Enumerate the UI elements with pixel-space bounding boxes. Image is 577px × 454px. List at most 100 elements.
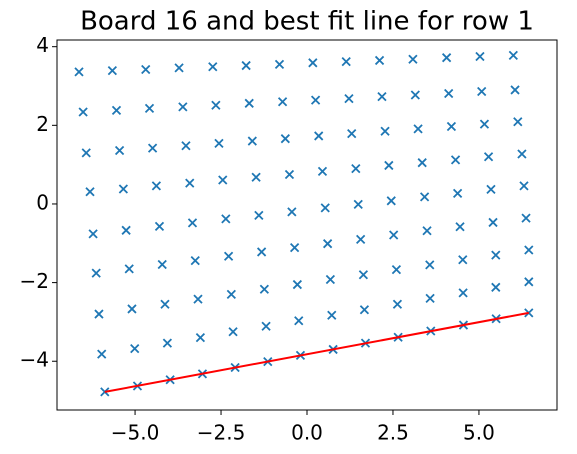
scatter-point — [107, 66, 118, 76]
scatter-point — [353, 199, 363, 209]
scatter-point — [211, 100, 221, 110]
scatter-point — [425, 260, 435, 270]
scatter-point — [417, 158, 427, 168]
scatter-point — [261, 321, 271, 331]
scatter-point — [351, 163, 361, 174]
scatter-point — [374, 55, 385, 66]
y-tick-label: −2 — [20, 269, 49, 293]
x-tick-label: 0.0 — [291, 421, 323, 445]
scatter-point — [356, 234, 366, 244]
scatter-point — [228, 327, 238, 337]
x-tick-label: −5.0 — [111, 421, 160, 445]
scatter-point — [259, 284, 269, 294]
scatter-point — [121, 225, 131, 235]
x-tick-label: 5.0 — [463, 421, 495, 445]
scatter-point — [491, 282, 501, 292]
scatter-point — [310, 95, 321, 105]
scatter-point — [241, 60, 251, 71]
scatter-point — [384, 160, 394, 171]
scatter-point — [218, 175, 228, 185]
scatter-point — [488, 217, 498, 228]
scatter-point — [344, 93, 354, 104]
scatter-point — [475, 51, 485, 62]
scatter-point — [251, 172, 261, 182]
scatter-point — [359, 305, 370, 315]
scatter-point — [347, 128, 357, 139]
scatter-point — [508, 50, 518, 60]
fit-line — [104, 311, 529, 393]
scatter-point — [187, 218, 198, 228]
x-tick-label: −2.5 — [197, 421, 246, 445]
y-tick-label: 4 — [36, 33, 49, 57]
scatter-point — [181, 141, 191, 151]
scatter-point — [524, 308, 534, 318]
scatter-point — [223, 251, 234, 261]
scatter-point — [517, 149, 527, 159]
scatter-point — [294, 316, 304, 326]
scatter-point — [392, 299, 403, 309]
scatter-point — [358, 270, 369, 280]
scatter-point — [256, 247, 267, 257]
scatter-point — [114, 145, 125, 156]
scatter-point — [491, 250, 501, 260]
scatter-point — [127, 304, 137, 314]
scatter-point — [124, 264, 134, 274]
scatter-point — [320, 203, 330, 213]
scatter-point — [292, 279, 303, 290]
scatter-point — [377, 91, 387, 102]
scatter-point — [190, 255, 200, 266]
scatter-point — [325, 274, 336, 285]
scatter-point — [178, 102, 188, 112]
scatter-point — [88, 229, 98, 239]
scatter-point — [274, 59, 285, 70]
scatter-point — [422, 226, 432, 236]
x-tick-label: 2.5 — [377, 421, 409, 445]
scatter-point — [322, 239, 333, 249]
scatter-point — [78, 107, 88, 117]
scatter-point — [441, 53, 452, 63]
scatter-point — [308, 58, 318, 68]
scatter-point — [74, 67, 84, 77]
scatter-point — [410, 90, 420, 100]
scatter-point — [458, 288, 468, 298]
scatter-point — [185, 178, 195, 188]
scatter-point — [524, 277, 534, 287]
scatter-point — [452, 188, 463, 198]
scatter-point — [444, 88, 454, 99]
scatter-point — [341, 56, 351, 67]
scatter-point — [419, 192, 430, 202]
scatter-point — [85, 187, 95, 197]
scatter-point — [521, 213, 531, 223]
scatter-point — [160, 299, 170, 309]
scatter-point — [118, 184, 129, 194]
scatter-point — [226, 289, 236, 300]
scatter-point — [221, 214, 231, 224]
y-tick-label: 0 — [36, 190, 49, 214]
scatter-point — [327, 310, 337, 320]
scatter-point — [513, 117, 523, 127]
scatter-point — [408, 54, 418, 64]
scatter-point — [289, 242, 300, 253]
scatter-point — [425, 293, 435, 303]
scatter-point — [94, 309, 104, 319]
scatter-point — [458, 255, 468, 265]
scatter-point — [214, 138, 224, 149]
scatter-point — [510, 85, 520, 95]
scatter-point — [130, 344, 140, 354]
scatter-point — [446, 121, 457, 132]
scatter-point — [391, 264, 402, 275]
scatter-point — [174, 63, 184, 73]
scatter-point — [486, 184, 496, 195]
scatter-point — [483, 152, 494, 162]
scatter-point — [91, 268, 101, 278]
scatter-point — [247, 136, 257, 146]
scatter-point — [450, 155, 461, 165]
scatter-point — [524, 245, 534, 255]
scatter-point — [151, 181, 162, 191]
scatter-point — [141, 64, 151, 75]
chart-title: Board 16 and best fit line for row 1 — [80, 7, 534, 37]
scatter-point — [519, 181, 529, 191]
scatter-point — [280, 134, 290, 144]
scatter-point — [314, 131, 324, 141]
